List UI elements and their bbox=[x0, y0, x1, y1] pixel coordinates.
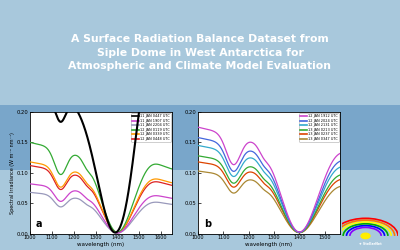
X-axis label: wavelength (nm): wavelength (nm) bbox=[78, 242, 124, 246]
Text: a: a bbox=[36, 219, 42, 229]
Circle shape bbox=[361, 233, 370, 238]
X-axis label: wavelength (nm): wavelength (nm) bbox=[246, 242, 292, 246]
Legend: 12 JAN 1912 UTC, 12 JAN 2024 UTC, 12 JAN 2131 UTC, 13 JAN 0213 UTC, 13 JAN 0237 : 12 JAN 1912 UTC, 12 JAN 2024 UTC, 12 JAN… bbox=[299, 113, 339, 142]
Legend: 11 JAN 0447 UTC, 11 JAN 1907 UTC, 11 JAN 2204 UTC, 12 JAN 0119 UTC, 12 JAN 0339 : 11 JAN 0447 UTC, 11 JAN 1907 UTC, 11 JAN… bbox=[131, 113, 171, 142]
Text: ✦ StellarNet: ✦ StellarNet bbox=[359, 242, 381, 246]
Text: A Surface Radiation Balance Dataset from
Siple Dome in West Antarctica for
Atmos: A Surface Radiation Balance Dataset from… bbox=[68, 34, 332, 71]
Text: b: b bbox=[204, 219, 211, 229]
Y-axis label: Spectral Irradiance (W m⁻² nm⁻¹): Spectral Irradiance (W m⁻² nm⁻¹) bbox=[10, 132, 16, 214]
